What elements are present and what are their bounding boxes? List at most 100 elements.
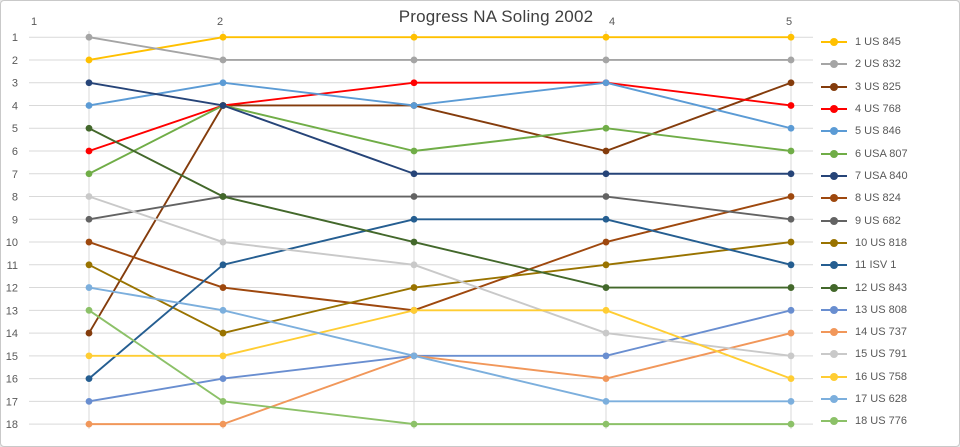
series-line[interactable] (88, 81, 792, 152)
data-point[interactable] (787, 215, 795, 223)
data-point[interactable] (602, 33, 610, 41)
legend-item-4-us-768[interactable]: 4 US 768 (821, 99, 901, 119)
legend-item-11-isv-1[interactable]: 11 ISV 1 (821, 255, 896, 275)
data-point[interactable] (787, 102, 795, 109)
data-point[interactable] (410, 170, 418, 178)
data-point[interactable] (85, 375, 93, 382)
data-point[interactable] (219, 397, 227, 405)
data-point[interactable] (219, 329, 227, 337)
data-point[interactable] (85, 284, 93, 291)
data-point[interactable] (85, 352, 93, 360)
data-point[interactable] (85, 261, 93, 269)
data-point[interactable] (602, 56, 610, 64)
legend-item-10-us-818[interactable]: 10 US 818 (821, 233, 907, 253)
series-12-us-843[interactable] (85, 124, 795, 291)
series-6-usa-807[interactable] (85, 102, 795, 178)
data-point[interactable] (85, 215, 93, 223)
data-point[interactable] (602, 124, 610, 132)
data-point[interactable] (787, 238, 795, 246)
series-line[interactable] (88, 309, 791, 426)
data-point[interactable] (787, 79, 795, 87)
data-point[interactable] (219, 79, 227, 87)
data-point[interactable] (410, 420, 418, 428)
series-line[interactable] (88, 195, 792, 357)
series-line[interactable] (89, 309, 792, 380)
data-point[interactable] (787, 397, 795, 405)
series-3-us-825[interactable] (85, 79, 795, 337)
legend-item-8-us-824[interactable]: 8 US 824 (821, 188, 901, 208)
series-18-us-776[interactable] (85, 306, 795, 428)
data-point[interactable] (410, 215, 418, 223)
legend-item-18-us-776[interactable]: 18 US 776 (821, 411, 907, 431)
data-point[interactable] (787, 306, 795, 314)
data-point[interactable] (410, 284, 418, 291)
series-7-usa-840[interactable] (85, 79, 795, 178)
legend-item-16-us-758[interactable]: 16 US 758 (821, 367, 907, 387)
data-point[interactable] (85, 329, 93, 337)
data-point[interactable] (602, 306, 610, 314)
series-2-us-832[interactable] (85, 33, 795, 64)
legend-item-3-us-825[interactable]: 3 US 825 (821, 77, 901, 97)
legend-item-17-us-628[interactable]: 17 US 628 (821, 389, 907, 409)
data-point[interactable] (219, 284, 227, 291)
data-point[interactable] (787, 375, 795, 382)
data-point[interactable] (787, 193, 795, 200)
data-point[interactable] (85, 147, 93, 155)
data-point[interactable] (602, 170, 610, 178)
legend-item-5-us-846[interactable]: 5 US 846 (821, 121, 901, 141)
legend-item-15-us-791[interactable]: 15 US 791 (821, 344, 907, 364)
series-15-us-791[interactable] (85, 193, 795, 360)
data-point[interactable] (85, 33, 93, 41)
data-point[interactable] (85, 124, 93, 132)
legend-item-12-us-843[interactable]: 12 US 843 (821, 278, 907, 298)
data-point[interactable] (410, 79, 418, 87)
data-point[interactable] (602, 147, 610, 155)
data-point[interactable] (787, 352, 795, 360)
data-point[interactable] (219, 33, 227, 41)
series-5-us-846[interactable] (85, 79, 795, 132)
data-point[interactable] (602, 397, 610, 405)
data-point[interactable] (85, 238, 93, 246)
data-point[interactable] (787, 170, 795, 178)
data-point[interactable] (85, 170, 93, 178)
data-point[interactable] (85, 306, 93, 314)
legend-item-2-us-832[interactable]: 2 US 832 (821, 54, 901, 74)
data-point[interactable] (410, 33, 418, 41)
data-point[interactable] (787, 124, 795, 132)
data-point[interactable] (410, 147, 418, 155)
series-line[interactable] (88, 127, 791, 289)
data-point[interactable] (602, 420, 610, 428)
legend-item-7-usa-840[interactable]: 7 USA 840 (821, 166, 908, 186)
data-point[interactable] (602, 193, 610, 200)
series-16-us-758[interactable] (85, 306, 795, 382)
data-point[interactable] (787, 261, 795, 269)
data-point[interactable] (219, 193, 227, 200)
series-line[interactable] (88, 36, 791, 61)
series-line[interactable] (88, 218, 792, 380)
data-point[interactable] (85, 193, 93, 200)
series-line[interactable] (88, 36, 791, 61)
data-point[interactable] (219, 306, 227, 314)
data-point[interactable] (410, 261, 418, 269)
data-point[interactable] (787, 33, 795, 41)
data-point[interactable] (85, 56, 93, 64)
data-point[interactable] (410, 352, 418, 360)
data-point[interactable] (219, 56, 227, 64)
data-point[interactable] (787, 284, 795, 291)
legend-item-13-us-808[interactable]: 13 US 808 (821, 300, 907, 320)
data-point[interactable] (602, 238, 610, 246)
data-point[interactable] (787, 420, 795, 428)
data-point[interactable] (219, 375, 227, 382)
legend-item-14-us-737[interactable]: 14 US 737 (821, 322, 907, 342)
data-point[interactable] (602, 329, 610, 337)
data-point[interactable] (219, 102, 227, 109)
data-point[interactable] (219, 352, 227, 360)
data-point[interactable] (85, 420, 93, 428)
data-point[interactable] (219, 261, 227, 269)
data-point[interactable] (602, 215, 610, 223)
data-point[interactable] (602, 352, 610, 360)
data-point[interactable] (787, 329, 795, 337)
data-point[interactable] (602, 79, 610, 87)
series-4-us-768[interactable] (85, 79, 795, 155)
series-8-us-824[interactable] (85, 193, 795, 314)
